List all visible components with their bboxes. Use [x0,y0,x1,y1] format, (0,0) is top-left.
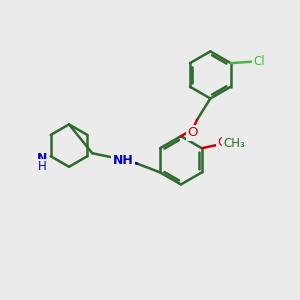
Text: NH: NH [112,154,133,166]
Text: N: N [37,152,48,165]
Text: CH₃: CH₃ [223,137,245,150]
Text: O: O [218,136,227,149]
Text: O: O [188,126,198,140]
Text: H: H [38,160,47,173]
Text: Cl: Cl [254,55,265,68]
